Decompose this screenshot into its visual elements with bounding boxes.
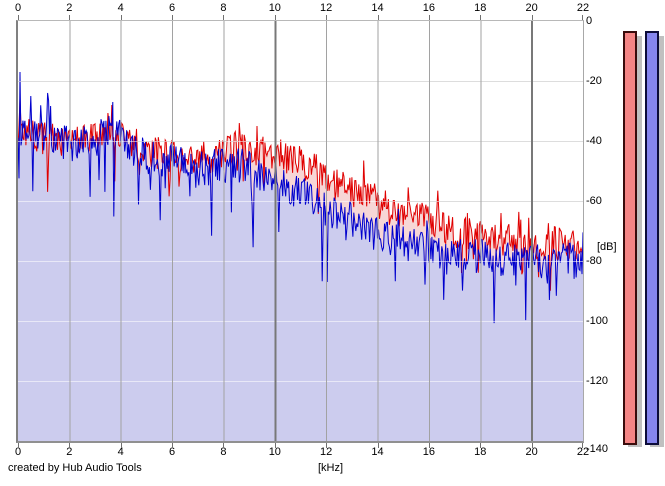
x-tick-mark xyxy=(582,443,583,448)
left-channel-level-meter xyxy=(623,31,637,445)
blue-channel-spectrum-fill xyxy=(18,72,583,441)
x-tick-label-top: 10 xyxy=(268,2,281,14)
x-tick-mark xyxy=(223,443,225,448)
x-tick-label-bottom: 2 xyxy=(66,446,73,458)
x-tick-label-top: 2 xyxy=(66,2,73,14)
x-tick-label-bottom: 22 xyxy=(576,446,590,458)
x-tick-mark xyxy=(480,15,482,20)
x-tick-label-top: 18 xyxy=(474,2,487,14)
x-tick-label-top: 4 xyxy=(117,2,124,14)
x-tick-label-bottom: 10 xyxy=(268,446,281,458)
x-tick-mark xyxy=(326,15,328,20)
x-tick-mark xyxy=(582,15,583,20)
x-tick-mark xyxy=(172,15,174,20)
y-tick-label: -40 xyxy=(586,135,602,147)
x-tick-mark xyxy=(531,15,533,20)
x-tick-label-bottom: 18 xyxy=(474,446,487,458)
x-tick-label-bottom: 6 xyxy=(169,446,176,458)
right-channel-level-meter xyxy=(645,31,659,445)
x-tick-mark xyxy=(377,15,379,20)
x-tick-mark xyxy=(274,15,276,20)
y-tick-label: -120 xyxy=(586,375,609,387)
x-tick-label-bottom: 12 xyxy=(320,446,333,458)
blue-channel-spectrum-trace xyxy=(18,71,583,324)
x-tick-mark xyxy=(531,443,533,448)
spectrum-chart xyxy=(18,21,583,441)
x-tick-label-top: 16 xyxy=(422,2,436,14)
x-tick-label-top: 0 xyxy=(14,2,22,14)
x-tick-label-top: 14 xyxy=(371,2,384,14)
x-tick-label-top: 8 xyxy=(220,2,227,14)
x-tick-label-top: 12 xyxy=(320,2,333,14)
plot-area xyxy=(16,20,584,443)
x-tick-mark xyxy=(18,443,19,448)
x-tick-label-bottom: 14 xyxy=(371,446,384,458)
y-tick-label: -140 xyxy=(586,443,609,455)
x-tick-mark xyxy=(172,443,174,448)
x-tick-label-top: 6 xyxy=(169,2,176,14)
x-tick-mark xyxy=(480,443,482,448)
x-tick-label-bottom: 20 xyxy=(525,446,538,458)
x-tick-mark xyxy=(377,443,379,448)
x-tick-mark xyxy=(274,443,276,448)
y-tick-label: -20 xyxy=(586,75,602,87)
x-tick-label-bottom: 8 xyxy=(220,446,227,458)
x-tick-mark xyxy=(120,443,122,448)
x-tick-mark xyxy=(69,15,71,20)
x-tick-mark xyxy=(223,15,225,20)
x-tick-mark xyxy=(120,15,122,20)
y-tick-label: -60 xyxy=(586,195,602,207)
x-axis-title: [kHz] xyxy=(318,462,344,474)
x-tick-mark xyxy=(18,15,19,20)
x-tick-label-bottom: 0 xyxy=(14,446,22,458)
x-tick-label-bottom: 4 xyxy=(117,446,124,458)
y-tick-label: -100 xyxy=(586,315,609,327)
x-tick-label-bottom: 16 xyxy=(422,446,436,458)
x-tick-mark xyxy=(428,15,430,20)
x-tick-label-top: 22 xyxy=(576,2,590,14)
x-tick-mark xyxy=(428,443,430,448)
x-tick-mark xyxy=(326,443,328,448)
credit-text: created by Hub Audio Tools xyxy=(8,462,142,474)
x-tick-mark xyxy=(69,443,71,448)
y-tick-label: 0 xyxy=(586,15,593,27)
y-tick-label: -80 xyxy=(586,255,602,267)
x-tick-label-top: 20 xyxy=(525,2,538,14)
y-axis-title: [dB] xyxy=(597,241,617,253)
